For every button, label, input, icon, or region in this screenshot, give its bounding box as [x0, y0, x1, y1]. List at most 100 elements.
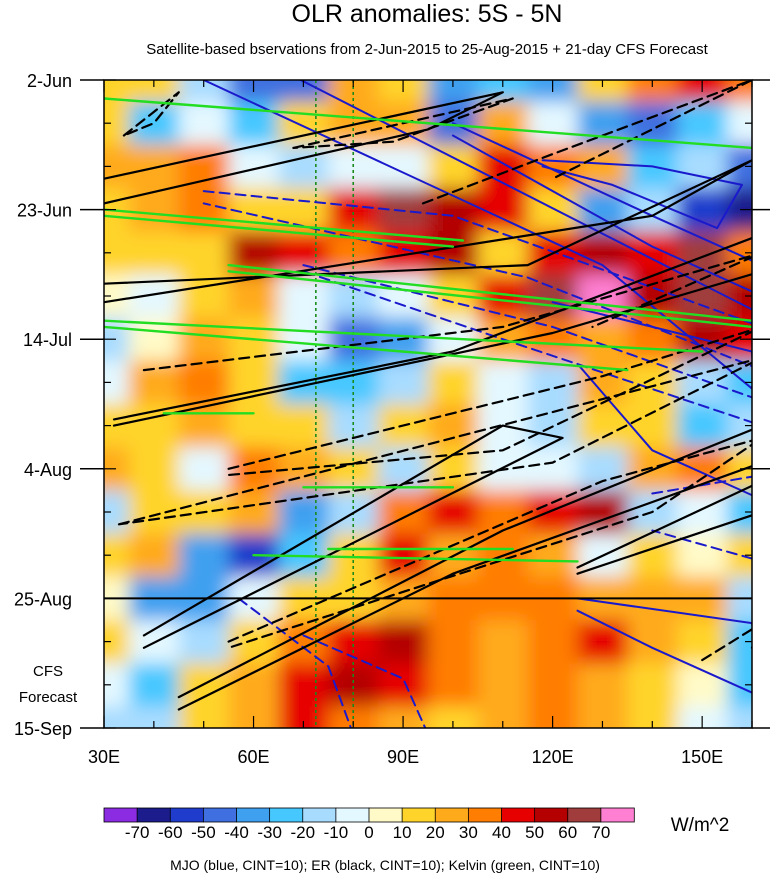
heatmap-cell: [428, 188, 479, 232]
colorbar-swatch: [103, 807, 138, 823]
heatmap-cell: [228, 144, 279, 189]
heatmap-cell: [278, 144, 329, 189]
er-contour: [292, 97, 514, 149]
kelvin-contours: [104, 97, 752, 563]
er-contour: [142, 254, 752, 372]
colorbar-label: 40: [492, 823, 511, 842]
heatmap-cell: [527, 360, 579, 405]
kelvin-contour: [104, 214, 455, 248]
heatmap-cell: [228, 447, 279, 491]
mjo-contour: [541, 159, 743, 230]
heatmap-cell: [128, 533, 180, 578]
heatmap-cell: [228, 490, 279, 535]
heatmap-cell: [627, 620, 678, 664]
heatmap-cell: [527, 533, 579, 578]
mjo-contour: [302, 634, 427, 728]
heatmap-cell: [378, 620, 429, 664]
colorbar-label: -10: [324, 823, 349, 842]
colorbar-label: -40: [224, 823, 249, 842]
heatmap-cell: [627, 706, 678, 728]
colorbar-swatch: [501, 807, 536, 823]
heatmap-cell: [577, 404, 628, 448]
heatmap-cell: [428, 490, 479, 535]
er-contour: [142, 424, 564, 649]
colorbar-label: -50: [191, 823, 216, 842]
heatmap-cell: [527, 620, 579, 664]
colorbar-swatch: [169, 807, 205, 823]
chart-title: OLR anomalies: 5S - 5N: [292, 0, 563, 28]
colorbar-label: 10: [393, 823, 412, 842]
heatmap-cell: [577, 706, 628, 728]
heatmap-cell: [278, 404, 329, 448]
plot-frame: [103, 79, 753, 729]
y-tick-label: 25-Aug: [14, 589, 72, 609]
x-tick-label: 150E: [681, 747, 723, 767]
heatmap-cell: [527, 101, 579, 146]
colorbar-swatch: [368, 807, 403, 823]
colorbar-label: 30: [459, 823, 478, 842]
heatmap-cell: [128, 188, 180, 232]
olr-anomaly-field: [104, 80, 752, 728]
heatmap-cell: [677, 144, 728, 189]
heatmap-cell: [677, 490, 728, 535]
colorbar-swatch: [534, 807, 569, 823]
contour-legend-note: MJO (blue, CINT=10); ER (black, CINT=10)…: [170, 857, 600, 873]
heatmap-cell: [128, 144, 180, 189]
colorbar-label: -20: [290, 823, 315, 842]
heatmap-cell: [278, 80, 329, 103]
colorbar-label: 20: [426, 823, 445, 842]
y-tick-label: 15-Sep: [14, 719, 72, 739]
heatmap-cell: [428, 360, 479, 405]
heatmap-cell: [128, 447, 180, 491]
y-tick-label: 23-Jun: [17, 201, 72, 221]
heatmap-cell: [527, 490, 579, 535]
heatmap-cell: [577, 80, 628, 103]
mjo-contour: [576, 597, 752, 694]
colorbar-label: 60: [558, 823, 577, 842]
heatmap-cell: [527, 317, 579, 362]
forecast-label-forecast: Forecast: [19, 689, 78, 706]
heatmap-cell: [104, 80, 130, 103]
heatmap-cell: [178, 274, 230, 319]
heatmap-cell: [228, 404, 279, 448]
heatmap-cell: [527, 663, 579, 707]
heatmap-cell: [178, 706, 230, 728]
forecast-label-cfs: CFS: [33, 663, 63, 680]
heatmap-cell: [577, 144, 628, 189]
y-tick-label: 2-Jun: [27, 71, 72, 91]
y-axis: 2-Jun 23-Jun 14-Jul 4-Aug 25-Aug 15-Sep: [14, 71, 770, 739]
heatmap-cell: [178, 101, 230, 146]
er-contour: [104, 91, 504, 205]
er-contour: [122, 91, 180, 137]
heatmap-cell: [228, 360, 279, 405]
heatmap-cell: [577, 620, 628, 664]
heatmap-cell: [228, 663, 279, 707]
colorbar: -70 -60 -50 -40 -30 -20 -10 0 10 20 30 40 50 60 70: [103, 807, 635, 842]
colorbar-label: -60: [158, 823, 183, 842]
heatmap-cell: [428, 620, 479, 664]
heatmap-cell: [428, 663, 479, 707]
colorbar-swatch: [434, 807, 470, 823]
heatmap-cell: [128, 490, 180, 535]
heatmap-cell: [178, 144, 230, 189]
heatmap-cell: [677, 101, 728, 146]
colorbar-swatch: [335, 807, 370, 823]
heatmap-cell: [128, 231, 180, 275]
heatmap-cell: [228, 620, 279, 664]
heatmap-cell: [178, 404, 230, 448]
heatmap-cell: [627, 317, 678, 362]
mjo-contour: [651, 475, 752, 560]
heatmap-cell: [378, 533, 429, 578]
colorbar-swatch: [136, 807, 171, 823]
heatmap-cell: [577, 663, 628, 707]
heatmap-cell: [627, 80, 678, 103]
heatmap-cell: [428, 404, 479, 448]
heatmap-cell: [378, 144, 429, 189]
y-tick-label: 4-Aug: [24, 460, 72, 480]
mjo-contour: [302, 264, 752, 424]
colorbar-swatch: [467, 807, 503, 823]
er-contour: [576, 484, 752, 575]
heatmap-cell: [328, 80, 379, 103]
heatmap-cell: [378, 663, 429, 707]
